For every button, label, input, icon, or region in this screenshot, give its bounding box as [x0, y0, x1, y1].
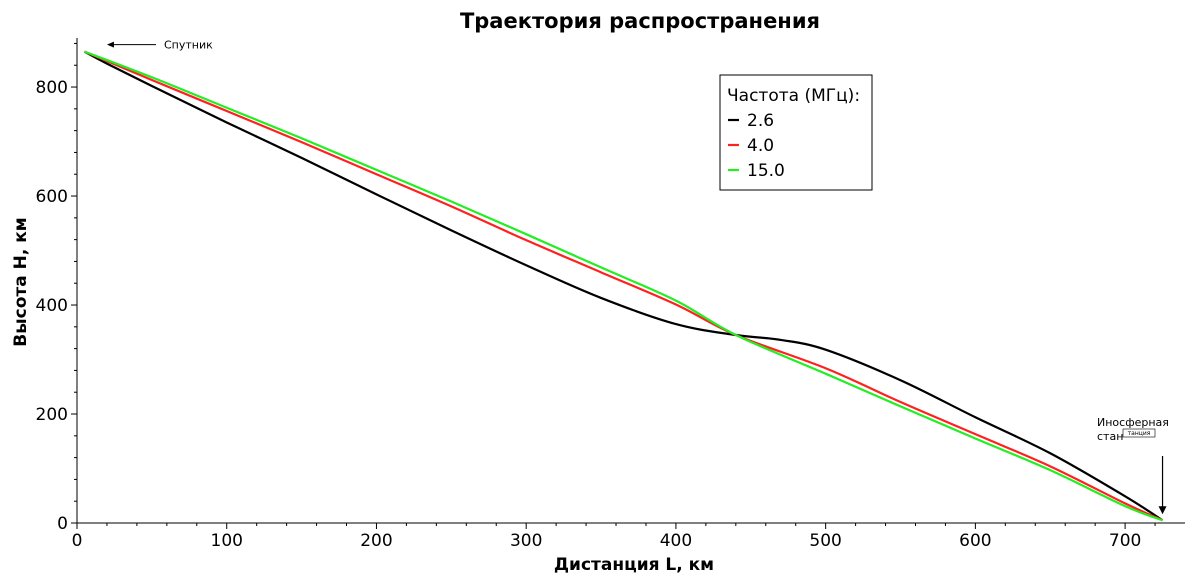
legend-title: Частота (МГц):	[727, 86, 860, 106]
x-tick-label: 500	[809, 531, 841, 551]
series-line-4.0	[84, 50, 1163, 522]
legend-label-4.0: 4.0	[747, 136, 774, 156]
x-tick-label: 200	[360, 531, 392, 551]
ticks: 0 100 200 300 400 500 600 700 0 200 400 600 800	[36, 42, 1156, 551]
satellite-label: Спутник	[164, 39, 213, 52]
legend-box	[719, 74, 873, 191]
axes	[76, 38, 1185, 524]
y-tick-label: 200	[36, 405, 68, 425]
legend: Частота (МГц): 2.6 4.0 15.0	[719, 74, 873, 191]
station-label-line2: стан	[1097, 430, 1123, 443]
y-tick-label: 600	[36, 187, 68, 207]
station-arrow-head	[1158, 506, 1167, 515]
y-tick-label: 0	[57, 514, 68, 534]
x-tick-label: 0	[72, 531, 83, 551]
series-layer	[83, 50, 1164, 522]
x-tick-label: 100	[211, 531, 243, 551]
x-axis-title: Дистанция L, км	[554, 555, 714, 575]
legend-label-2.6: 2.6	[747, 111, 774, 131]
y-tick-label: 400	[36, 296, 68, 316]
satellite-arrow-head	[106, 41, 114, 48]
x-tick-label: 600	[959, 531, 991, 551]
x-tick-label: 700	[1109, 531, 1141, 551]
station-label-small: танция	[1128, 430, 1151, 437]
station-label-line1: Иносферная	[1097, 416, 1169, 429]
series-line-2.6	[83, 50, 1164, 522]
y-axis-title: Высота Н, км	[11, 217, 31, 346]
x-tick-label: 400	[660, 531, 692, 551]
series-line-15.0	[84, 50, 1163, 522]
chart-title: Траектория распространения	[460, 9, 820, 33]
legend-label-15.0: 15.0	[747, 161, 785, 181]
y-tick-label: 800	[36, 78, 68, 98]
x-tick-label: 300	[510, 531, 542, 551]
legend-items: 2.6 4.0 15.0	[728, 111, 785, 181]
station-label-box	[1122, 428, 1156, 438]
